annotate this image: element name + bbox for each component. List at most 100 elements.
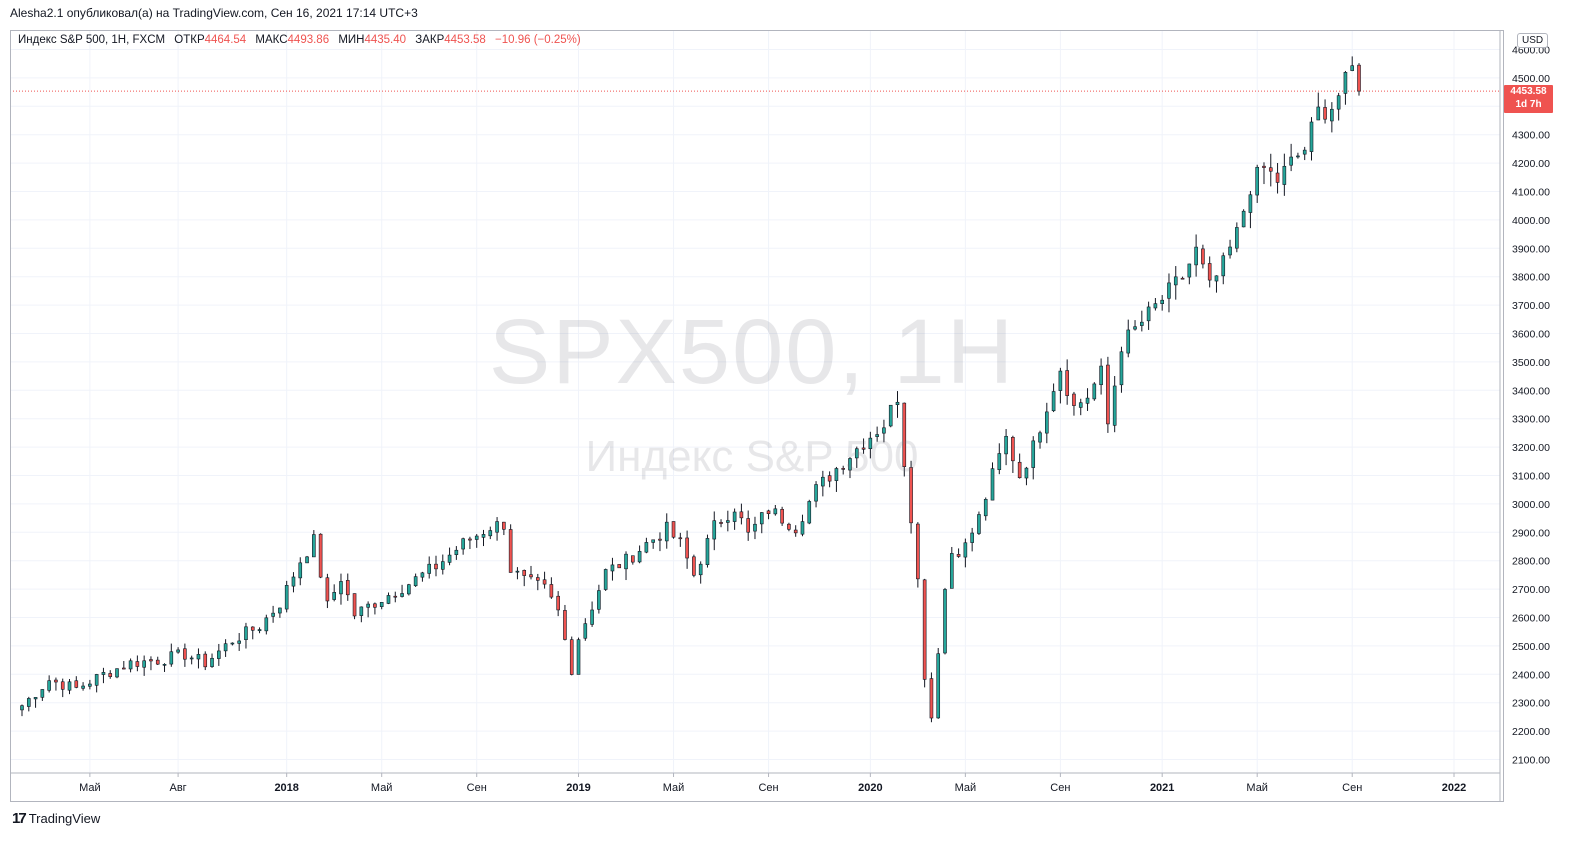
tradingview-logo[interactable]: 17 TradingView [12, 810, 100, 827]
candle [20, 704, 24, 717]
candle-body [909, 467, 913, 524]
legend-change: −10.96 (−0.25%) [495, 34, 581, 46]
candle [943, 587, 947, 655]
legend-open-label: ОТКР [174, 34, 205, 46]
candle-body [658, 538, 662, 541]
candle [318, 533, 323, 579]
candle-body [888, 404, 893, 427]
candle-body [1099, 365, 1103, 386]
candle [807, 499, 812, 525]
candle [1228, 239, 1232, 259]
candle-body [1228, 246, 1232, 256]
candle-body [685, 537, 689, 559]
candle-body [345, 580, 350, 596]
price-axis: 2100.00 2200.00 2300.00 2400.00 2500.00 2600.… [1499, 30, 1550, 802]
candle-body [379, 602, 384, 607]
candle [834, 466, 839, 492]
candle [1078, 398, 1083, 416]
y-tick-label: 4200.00 [1512, 158, 1550, 170]
candle-body [854, 448, 859, 459]
candle-body [746, 518, 750, 533]
x-tick-label: Сен [467, 782, 487, 794]
candle-body [943, 589, 947, 654]
candle-body [1140, 321, 1144, 326]
candle-body [726, 520, 730, 523]
candle-body [597, 590, 601, 610]
candle-body [434, 563, 438, 570]
candle [1255, 164, 1259, 203]
grid [10, 30, 1500, 773]
legend-high-label: МАКС [255, 34, 288, 46]
candle-body [508, 529, 513, 573]
publish-info: Alesha2.1 опубликовал(а) на TradingView.… [10, 6, 418, 20]
last-price-value: 4453.58 [1510, 86, 1547, 97]
candle-body [169, 651, 174, 665]
y-tick-label: 2900.00 [1512, 527, 1550, 539]
candle-body [1241, 210, 1246, 228]
candle-body [291, 576, 296, 587]
candle [1126, 319, 1131, 358]
candle [1194, 234, 1198, 277]
y-tick-label: 3900.00 [1512, 243, 1550, 255]
candle [1268, 153, 1273, 187]
candle [787, 522, 791, 532]
candle-body [81, 685, 85, 689]
candle-body [298, 562, 303, 579]
candle-body [155, 659, 160, 665]
candle [1160, 295, 1164, 311]
candle-body [1119, 351, 1124, 386]
candle-body [1289, 156, 1293, 166]
candle-body [1302, 149, 1307, 155]
candle [1045, 402, 1049, 444]
candle [40, 689, 45, 701]
candle-body [895, 401, 900, 406]
candle [983, 497, 988, 521]
candle [101, 667, 106, 684]
candle-body [664, 521, 669, 542]
x-tick-label: Май [1246, 782, 1268, 794]
candle [970, 527, 974, 552]
candle-body [983, 499, 988, 517]
candle [284, 580, 289, 613]
candle-body [1221, 255, 1226, 277]
candle [712, 511, 717, 551]
y-tick-label: 3300.00 [1512, 414, 1550, 426]
candle-body [74, 680, 79, 688]
legend-symbol: Индекс S&P 500, 1H, FXCM [18, 34, 166, 46]
candle-body [33, 697, 38, 700]
candle [603, 568, 608, 591]
candle [1011, 435, 1015, 473]
candle [766, 509, 771, 520]
candle [597, 584, 601, 614]
candle-body [196, 654, 201, 660]
candle [291, 572, 296, 593]
candle-body [569, 639, 574, 675]
candle-body [278, 607, 282, 614]
candle [590, 601, 594, 627]
candle-body [651, 539, 655, 543]
x-tick-label: Май [955, 782, 977, 794]
candle [440, 554, 445, 575]
candle-body [522, 570, 527, 576]
y-tick-label: 2100.00 [1512, 755, 1550, 767]
x-tick-label: 2018 [274, 782, 298, 794]
candle-body [617, 564, 622, 569]
candle [1262, 162, 1266, 185]
candle-body [637, 551, 642, 563]
candle-body [359, 606, 364, 616]
candle-body [264, 617, 269, 632]
candle-body [20, 705, 24, 711]
candle [631, 555, 635, 565]
candle [841, 465, 846, 475]
currency-button[interactable]: USD [1517, 33, 1549, 48]
candle-body [753, 523, 757, 532]
candle [332, 584, 336, 602]
candle-body [882, 427, 886, 434]
candle-body [1275, 172, 1280, 183]
candle [217, 643, 221, 666]
candle-body [787, 523, 791, 530]
candle [624, 551, 628, 581]
candle [827, 471, 832, 488]
candle-body [1051, 391, 1056, 412]
